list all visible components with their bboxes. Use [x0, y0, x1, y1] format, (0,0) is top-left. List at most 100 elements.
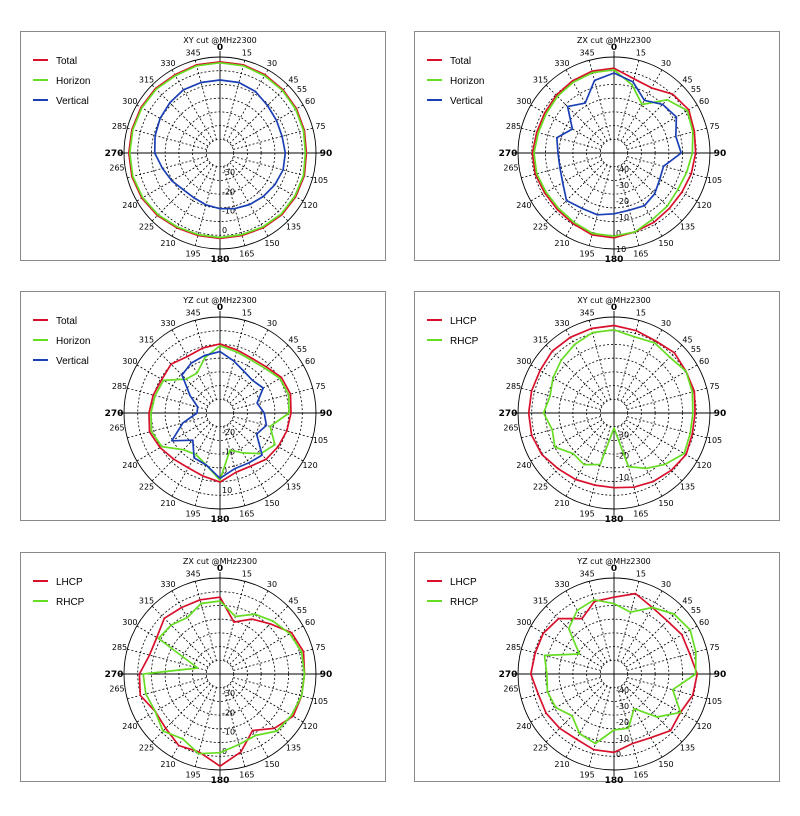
angle-tick-label: 285 [112, 643, 127, 652]
grid-spoke [151, 162, 211, 222]
grid-spoke [231, 625, 304, 668]
angle-tick-label: 210 [160, 239, 175, 248]
angle-tick-label: 345 [185, 570, 200, 579]
grid-spoke [231, 104, 304, 147]
grid-spoke [226, 685, 269, 758]
angle-tick-label: 265 [109, 685, 124, 694]
angle-tick-label: 270 [499, 149, 518, 159]
angle-tick-label: 55 [691, 606, 701, 615]
grid-spoke [588, 166, 611, 246]
grid-spoke [623, 422, 683, 482]
grid-spoke [620, 164, 663, 237]
grid-spoke [223, 426, 246, 506]
angle-tick-label: 210 [554, 239, 569, 248]
grid-spoke [233, 156, 313, 179]
grid-spoke [233, 416, 313, 439]
radial-tick-label: -20 [222, 708, 235, 717]
angle-tick-label: 0 [611, 303, 617, 313]
angle-tick-label: 270 [105, 670, 124, 680]
grid-spoke [229, 84, 289, 144]
grid-spoke [625, 419, 698, 462]
grid-spoke [521, 127, 601, 150]
angle-tick-label: 225 [533, 483, 548, 492]
grid-spoke [229, 422, 289, 482]
grid-spoke [627, 387, 707, 410]
angle-tick-label: 15 [242, 309, 252, 318]
angle-tick-label: 345 [579, 570, 594, 579]
grid-spoke [623, 683, 683, 743]
angle-tick-label: 75 [315, 382, 325, 391]
grid-spoke [127, 416, 207, 439]
angle-tick-label: 265 [503, 164, 518, 173]
angle-tick-label: 345 [185, 49, 200, 58]
grid-spoke [620, 329, 663, 402]
angle-tick-label: 45 [682, 76, 692, 85]
angle-tick-label: 150 [264, 499, 279, 508]
angle-tick-label: 75 [315, 643, 325, 652]
angle-tick-label: 135 [680, 483, 695, 492]
angle-tick-label: 195 [579, 510, 594, 519]
radial-tick-label: -20 [616, 718, 629, 727]
angle-tick-label: 315 [139, 336, 154, 345]
angle-tick-label: 165 [239, 771, 254, 780]
grid-spoke [226, 69, 269, 142]
angle-tick-label: 150 [658, 499, 673, 508]
grid-spoke [565, 424, 608, 497]
grid-spoke [171, 424, 214, 497]
grid-spoke [223, 320, 246, 400]
angle-tick-label: 90 [714, 409, 727, 419]
angle-tick-label: 330 [160, 580, 175, 589]
grid-spoke [226, 424, 269, 497]
angle-tick-label: 165 [633, 250, 648, 259]
grid-spoke [127, 648, 207, 671]
chart-title: ZX cut @MHz2300 [577, 36, 651, 45]
radial-tick-label: -20 [616, 452, 629, 461]
angle-tick-label: 240 [516, 461, 531, 470]
angle-tick-label: 270 [105, 149, 124, 159]
angle-tick-label: 300 [122, 618, 137, 627]
grid-spoke [530, 159, 603, 202]
angle-tick-label: 300 [516, 618, 531, 627]
angle-tick-label: 210 [160, 499, 175, 508]
grid-spoke [545, 605, 605, 665]
grid-spoke [127, 127, 207, 150]
radial-tick-label: -20 [222, 187, 235, 196]
grid-spoke [151, 84, 211, 144]
angle-tick-label: 150 [264, 239, 279, 248]
angle-tick-label: 300 [122, 97, 137, 106]
angle-tick-label: 135 [286, 223, 301, 232]
angle-tick-label: 180 [211, 776, 230, 783]
grid-spoke [617, 60, 640, 140]
grid-spoke [627, 156, 707, 179]
chart-title: XY cut @MHz2300 [577, 296, 651, 305]
legend-label: Total [56, 316, 77, 327]
angle-tick-label: 270 [499, 409, 518, 419]
series-line-vertical [170, 350, 268, 480]
angle-tick-label: 55 [691, 345, 701, 354]
grid-spoke [545, 84, 605, 144]
angle-tick-label: 195 [185, 250, 200, 259]
grid-spoke [530, 680, 603, 723]
angle-tick-label: 135 [286, 483, 301, 492]
series-line-rhcp [142, 600, 306, 755]
angle-tick-label: 55 [297, 606, 307, 615]
radial-tick-label: -30 [222, 168, 235, 177]
grid-spoke [530, 364, 603, 407]
grid-spoke [620, 590, 663, 663]
angle-tick-label: 285 [112, 122, 127, 131]
legend-label: RHCP [450, 336, 479, 347]
angle-tick-label: 120 [696, 722, 711, 731]
series-line-rhcp [543, 598, 697, 745]
grid-spokes [521, 581, 707, 767]
angle-tick-label: 105 [313, 176, 328, 185]
polar-chart-panel-5: ZX cut @MHz2300 0 15 30 45 55 60 75 90 105 120 135 1… [20, 552, 386, 783]
legend-label: LHCP [450, 316, 477, 327]
grid-spoke [223, 687, 246, 767]
grid-spoke [233, 648, 313, 671]
grid-spoke [545, 683, 605, 743]
angle-tick-label: 15 [636, 570, 646, 579]
grid-spoke [231, 364, 304, 407]
angle-tick-label: 120 [696, 201, 711, 210]
